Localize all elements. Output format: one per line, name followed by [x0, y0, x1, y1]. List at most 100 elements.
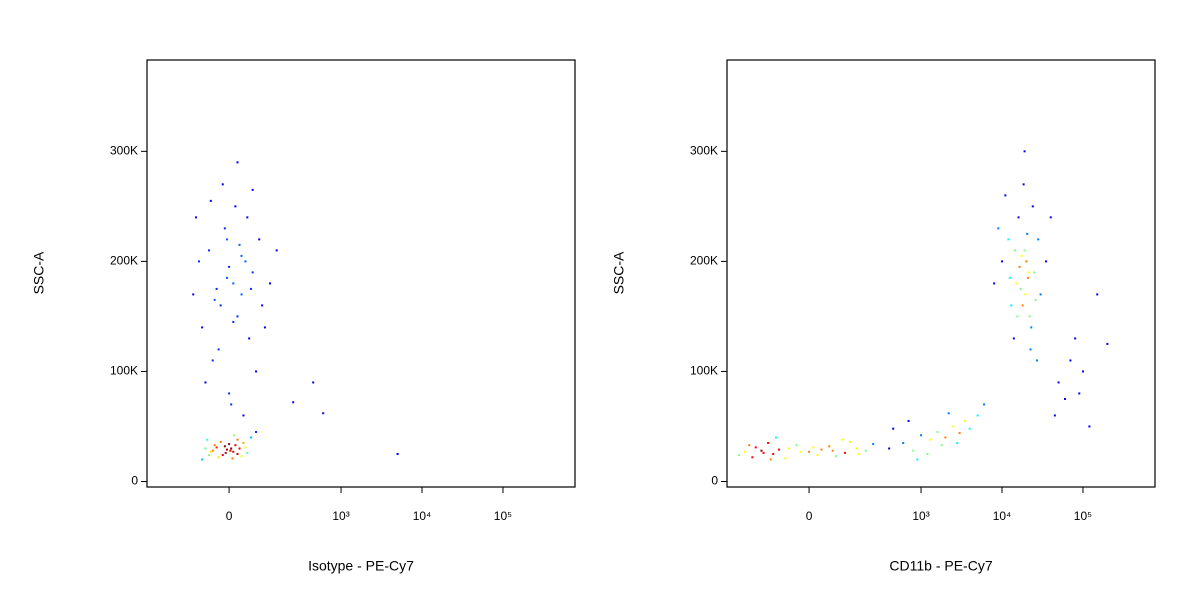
event-dot — [737, 454, 740, 457]
event-dot — [209, 450, 212, 453]
event-dot — [907, 419, 910, 422]
event-dot — [312, 381, 315, 384]
event-dot — [1030, 326, 1033, 329]
event-dot — [1024, 293, 1027, 296]
event-dot — [322, 412, 325, 415]
event-dot — [795, 444, 798, 447]
event-dot — [219, 304, 222, 307]
plot-frame — [726, 59, 1156, 488]
x-tick-label: 10⁵ — [494, 509, 512, 523]
event-dot — [940, 444, 943, 447]
event-dot — [207, 454, 210, 457]
event-dot — [211, 449, 214, 452]
event-dot — [201, 326, 204, 329]
event-dot — [1019, 287, 1022, 290]
event-dot — [1018, 265, 1021, 268]
event-dot — [249, 287, 252, 290]
event-dot — [920, 434, 923, 437]
event-dot — [1031, 205, 1034, 208]
event-dot — [849, 440, 852, 443]
event-dot — [743, 450, 746, 453]
event-dot — [1023, 150, 1026, 153]
event-dot — [936, 430, 939, 433]
event-dot — [232, 282, 235, 285]
event-dot — [1022, 183, 1025, 186]
event-dot — [1081, 370, 1084, 373]
event-dot — [230, 403, 233, 406]
event-dot — [244, 446, 247, 449]
event-dot — [926, 452, 929, 455]
event-dot — [1057, 381, 1060, 384]
event-dot — [1023, 249, 1026, 252]
event-dot — [240, 455, 243, 458]
event-dot — [232, 450, 235, 453]
event-dot — [1064, 397, 1067, 400]
y-tick-label: 200K — [110, 254, 138, 268]
event-dot — [1008, 276, 1011, 279]
event-dot — [1004, 194, 1007, 197]
event-dot — [1028, 315, 1031, 318]
event-dot — [204, 447, 207, 450]
event-dot — [772, 452, 775, 455]
event-dot — [1000, 260, 1003, 263]
event-dot — [263, 326, 266, 329]
plot-frame — [146, 59, 576, 488]
event-dot — [197, 260, 200, 263]
event-dot — [760, 449, 763, 452]
event-dot — [223, 445, 226, 448]
event-dot — [1074, 337, 1077, 340]
event-dot — [228, 265, 231, 268]
event-dot — [215, 287, 218, 290]
event-dot — [777, 448, 780, 451]
event-dot — [396, 452, 399, 455]
event-dot — [976, 414, 979, 417]
event-dot — [828, 445, 831, 448]
y-tick-label: 200K — [690, 254, 718, 268]
event-dot — [215, 446, 218, 449]
event-dot — [292, 401, 295, 404]
event-dot — [229, 449, 232, 452]
x-axis-label: Isotype - PE-Cy7 — [308, 558, 414, 574]
event-dot — [855, 447, 858, 450]
event-dot — [1039, 293, 1042, 296]
event-dot — [217, 348, 220, 351]
y-tick-label: 0 — [711, 474, 718, 488]
event-dot — [952, 425, 955, 428]
event-dot — [238, 243, 241, 246]
event-dot — [1049, 216, 1052, 219]
event-dot — [1088, 425, 1091, 428]
event-dot — [234, 444, 237, 447]
event-dot — [258, 238, 261, 241]
event-dot — [242, 441, 245, 444]
event-dot — [231, 457, 234, 460]
event-dot — [251, 188, 254, 191]
event-dot — [233, 434, 236, 437]
event-dot — [835, 455, 838, 458]
x-tick-label: 10⁴ — [993, 509, 1012, 523]
event-dot — [242, 414, 245, 417]
event-dot — [249, 436, 252, 439]
event-dot — [207, 249, 210, 252]
x-tick-label: 10³ — [332, 509, 349, 523]
y-axis-label: SSC-A — [611, 251, 627, 294]
y-tick-label: 300K — [690, 144, 718, 158]
event-dot — [223, 227, 226, 230]
event-dot — [236, 452, 239, 455]
event-dot — [983, 403, 986, 406]
event-dot — [812, 446, 815, 449]
event-dot — [225, 448, 228, 451]
event-dot — [225, 276, 228, 279]
event-dot — [1021, 304, 1024, 307]
event-dot — [912, 449, 915, 452]
event-dot — [888, 447, 891, 450]
y-tick-label: 100K — [690, 364, 718, 378]
event-dot — [956, 441, 959, 444]
event-dot — [1035, 359, 1038, 362]
event-dot — [255, 370, 258, 373]
x-tick-label: 10⁴ — [413, 509, 432, 523]
event-dot — [246, 451, 249, 454]
event-dot — [248, 337, 251, 340]
event-dot — [221, 454, 224, 457]
event-dot — [784, 457, 787, 460]
event-dot — [261, 304, 264, 307]
